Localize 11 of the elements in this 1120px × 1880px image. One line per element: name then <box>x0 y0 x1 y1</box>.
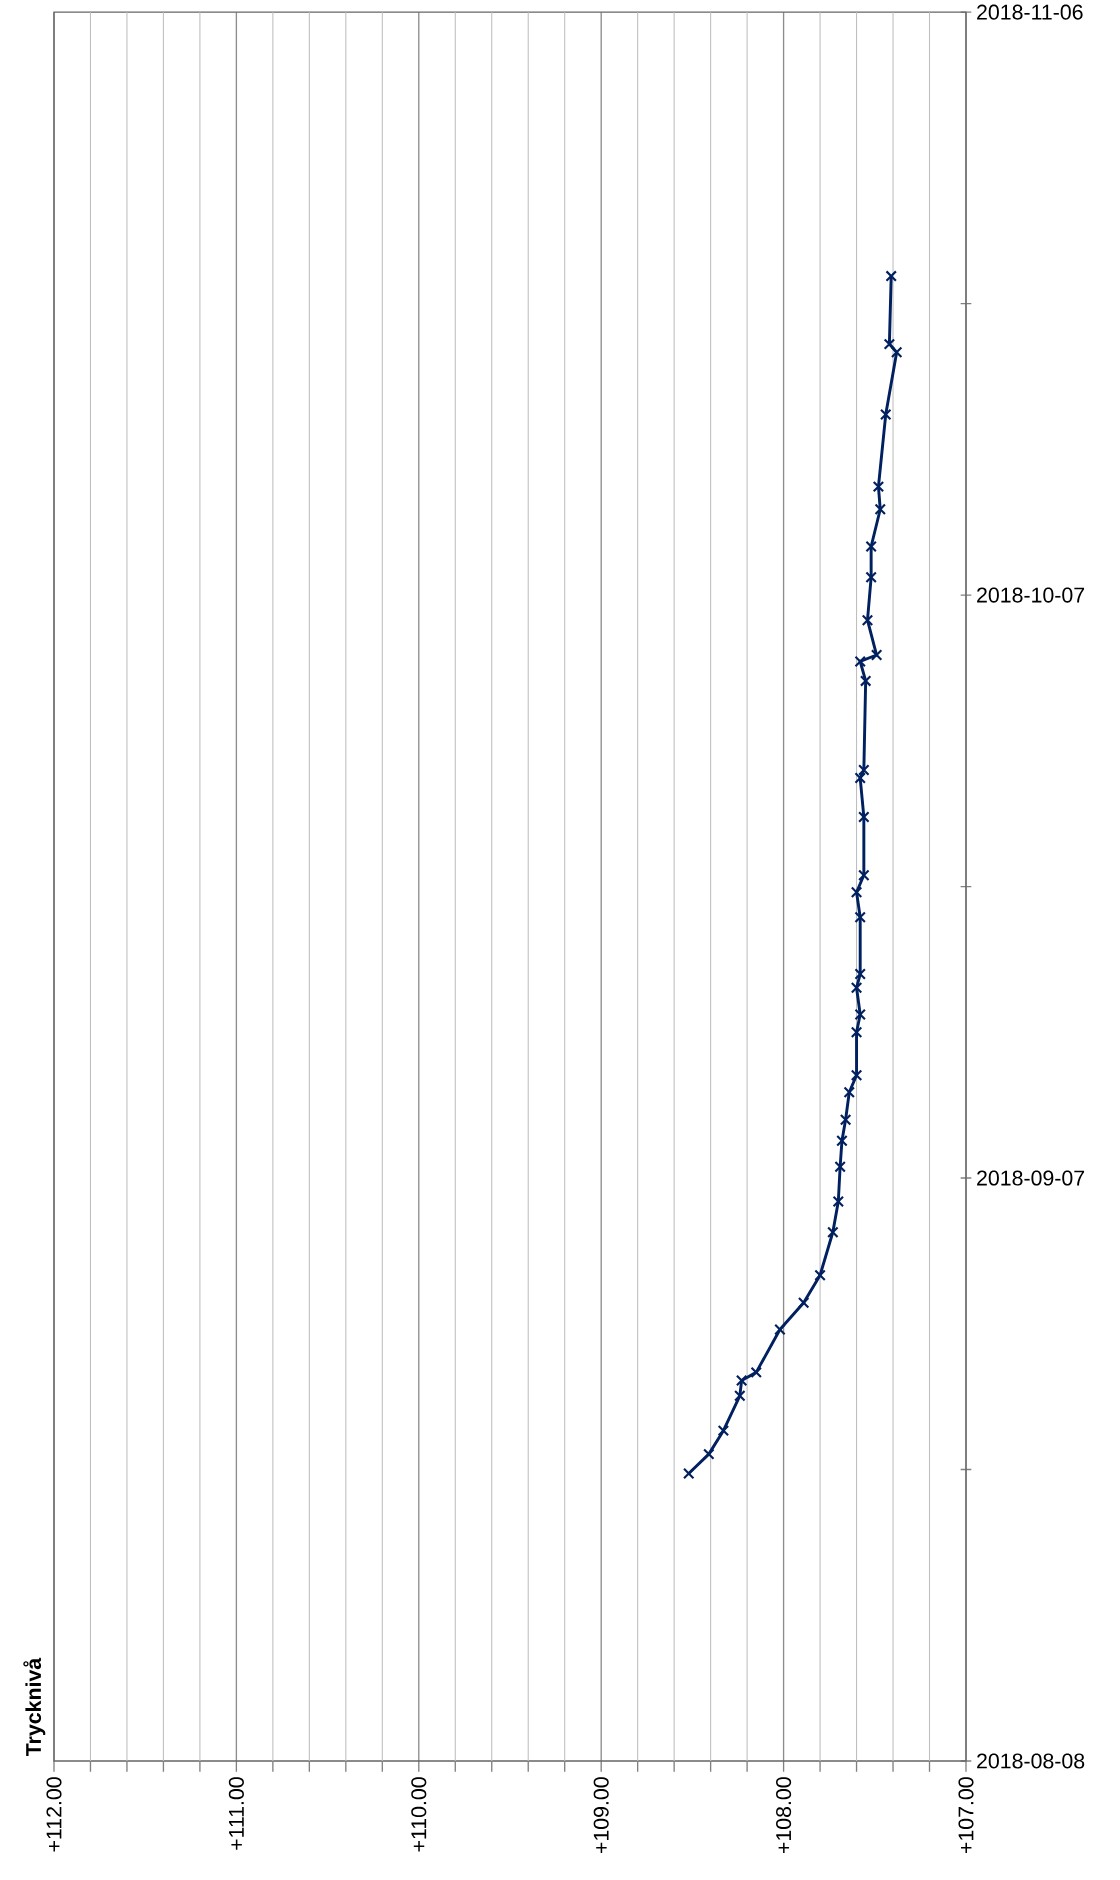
x-tick-label: +109.00 <box>593 1777 609 1854</box>
y-axis-title: Trycknivå <box>23 1657 46 1757</box>
x-tick-label: +108.00 <box>776 1777 792 1854</box>
x-tick-label: +112.00 <box>46 1777 62 1852</box>
x-tick-label: +107.00 <box>958 1777 974 1854</box>
y-tick-label: 2018-11-06 <box>977 4 1083 20</box>
x-tick-label: +110.00 <box>411 1777 427 1852</box>
y-tick-label: 2018-10-07 <box>977 587 1085 603</box>
x-tick-label: +111.00 <box>228 1777 244 1850</box>
y-tick-label: 2018-08-08 <box>977 1753 1085 1769</box>
y-tick-label: 2018-09-07 <box>977 1170 1085 1186</box>
